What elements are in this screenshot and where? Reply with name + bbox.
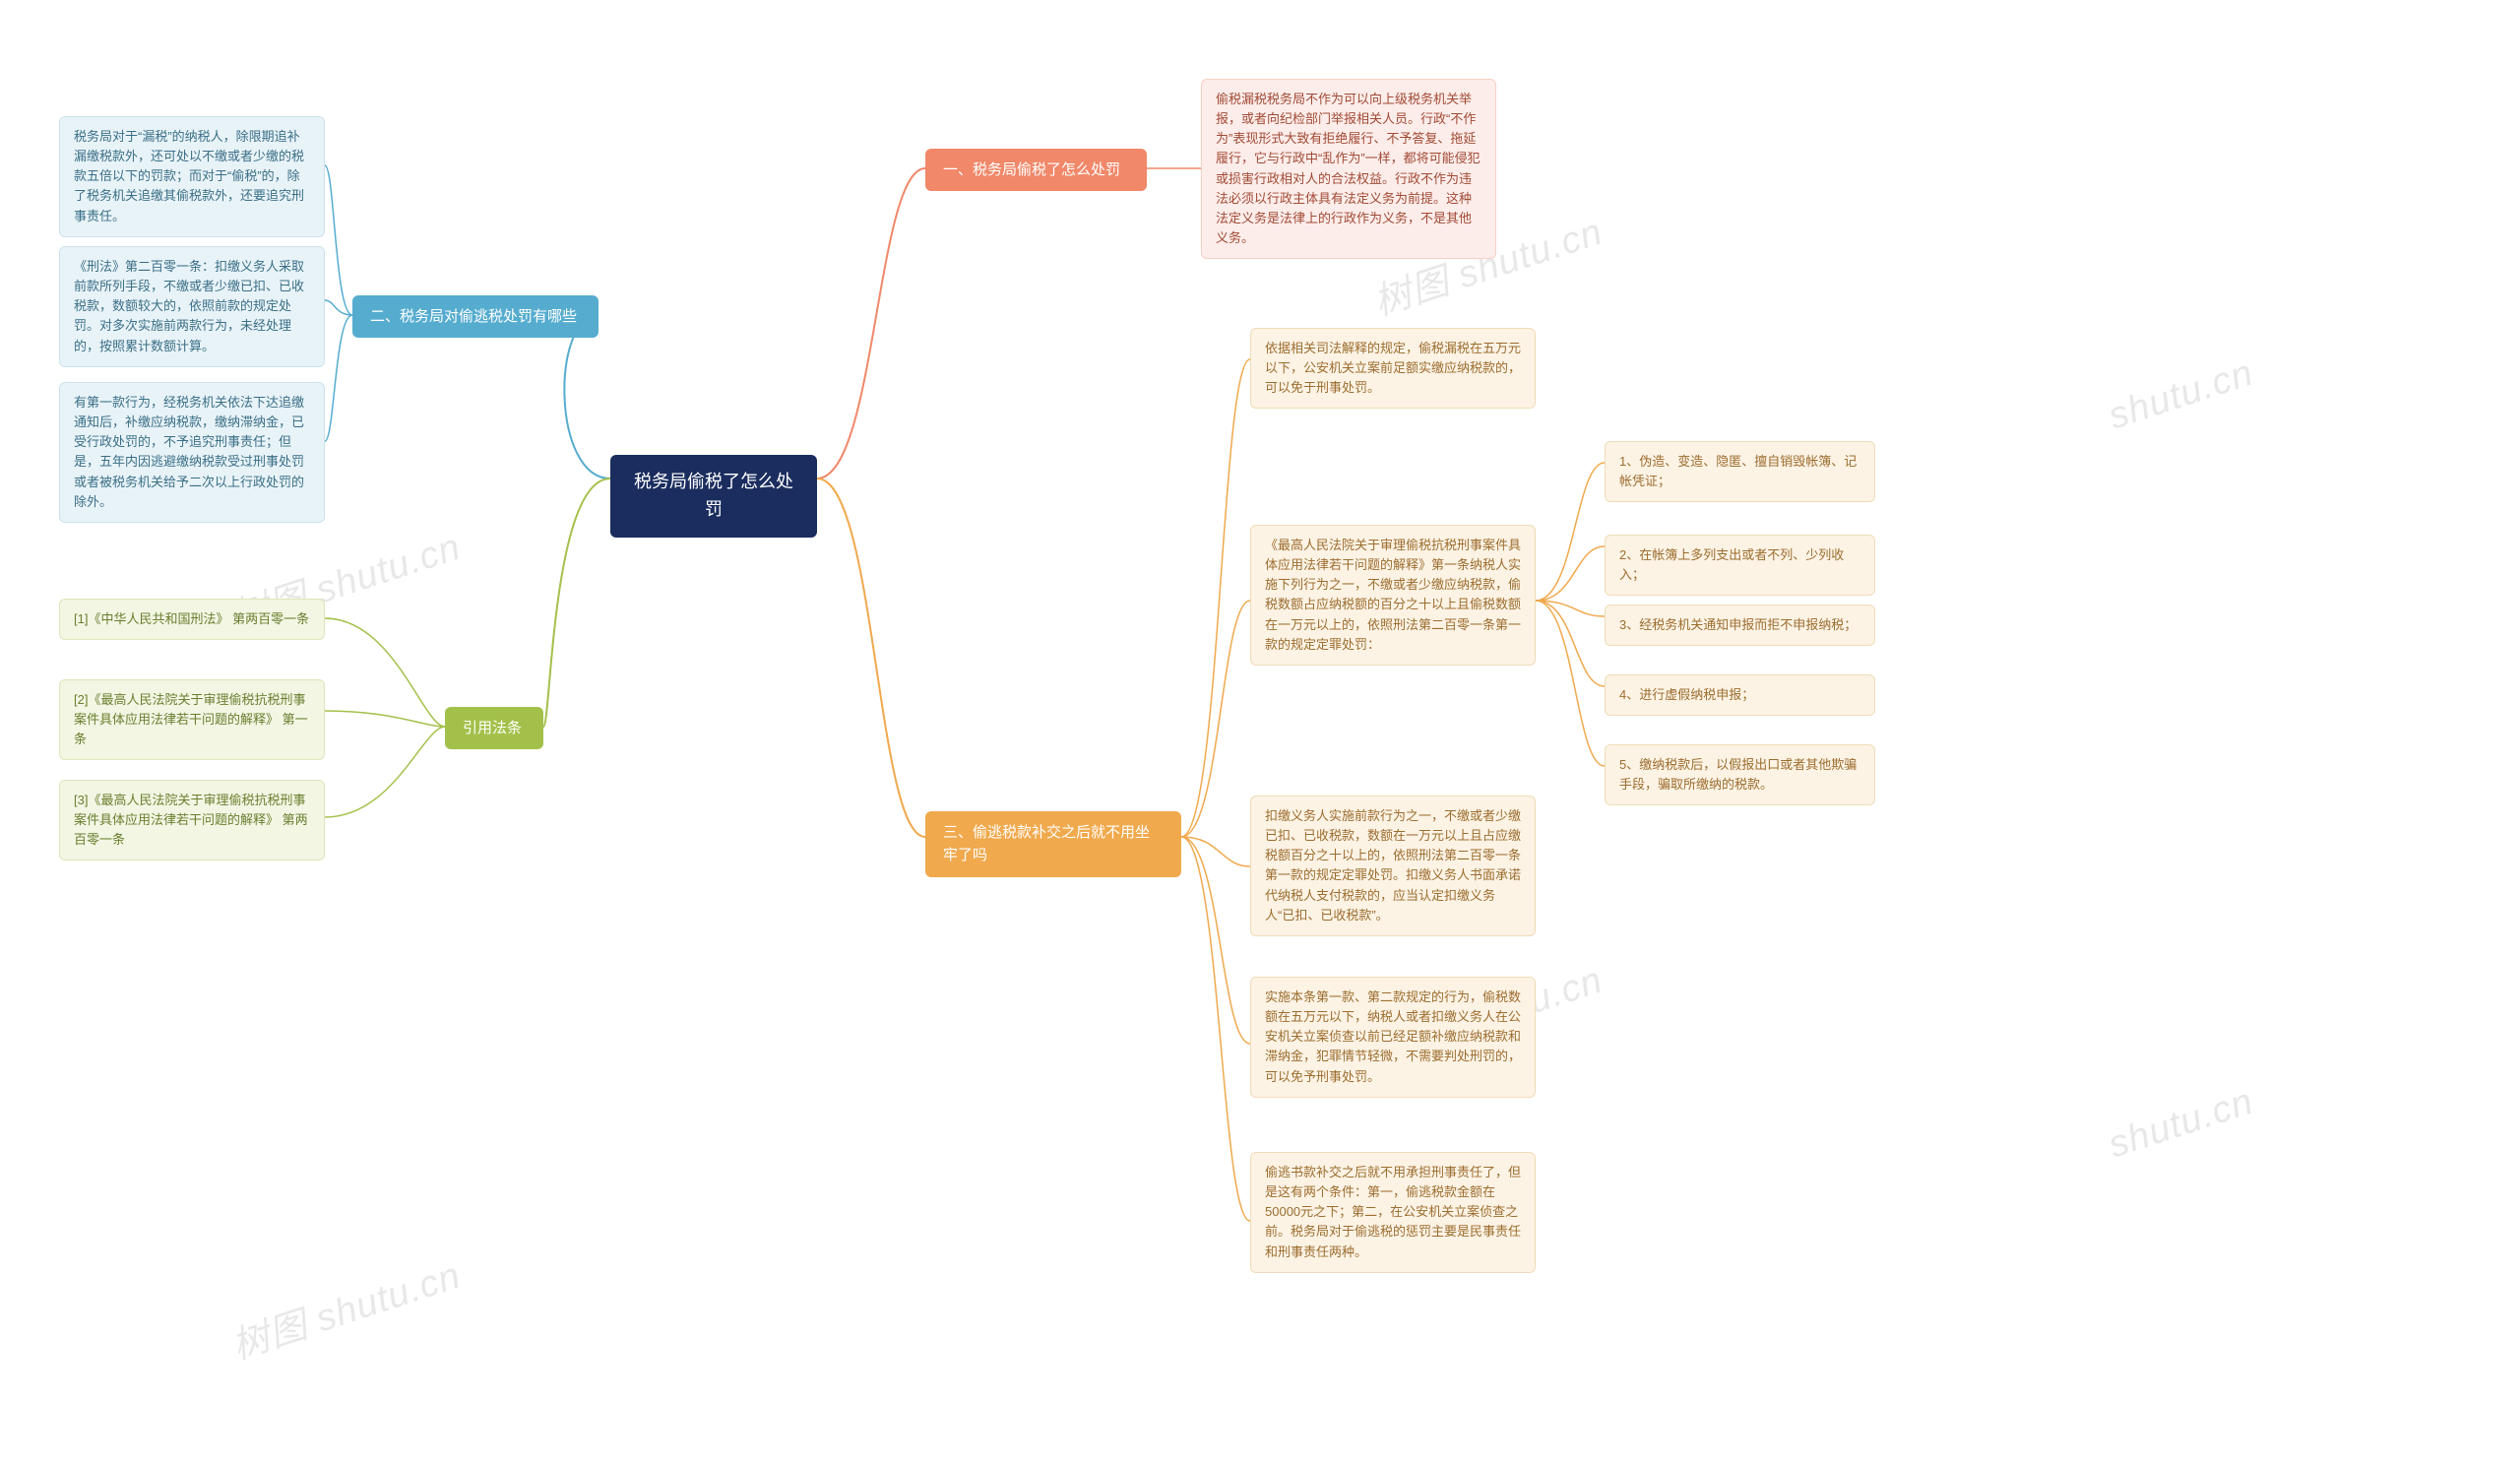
leaf-node: 2、在帐簿上多列支出或者不列、少列收入； (1605, 535, 1875, 596)
leaf-node: 5、缴纳税款后，以假报出口或者其他欺骗手段，骗取所缴纳的税款。 (1605, 744, 1875, 805)
leaf-node: 扣缴义务人实施前款行为之一，不缴或者少缴已扣、已收税款，数额在一万元以上且占应缴… (1250, 796, 1536, 936)
leaf-node: 实施本条第一款、第二款规定的行为，偷税数额在五万元以下，纳税人或者扣缴义务人在公… (1250, 977, 1536, 1098)
watermark: 树图 shutu.cn (223, 1244, 466, 1370)
branch-node-1[interactable]: 一、税务局偷税了怎么处罚 (925, 149, 1147, 191)
leaf-node: 《最高人民法院关于审理偷税抗税刑事案件具体应用法律若干问题的解释》第一条纳税人实… (1250, 525, 1536, 666)
branch-node-2[interactable]: 二、税务局对偷逃税处罚有哪些 (352, 295, 598, 338)
leaf-node: 1、伪造、变造、隐匿、擅自销毁帐簿、记帐凭证； (1605, 441, 1875, 502)
leaf-node: 依据相关司法解释的规定，偷税漏税在五万元以下，公安机关立案前足额实缴应纳税款的，… (1250, 328, 1536, 409)
watermark: shutu.cn (2104, 1081, 2259, 1168)
leaf-node: 3、经税务机关通知申报而拒不申报纳税； (1605, 605, 1875, 646)
watermark: shutu.cn (2104, 352, 2259, 439)
root-node[interactable]: 税务局偷税了怎么处罚 (610, 455, 817, 538)
leaf-node: 《刑法》第二百零一条：扣缴义务人采取前款所列手段，不缴或者少缴已扣、已收税款，数… (59, 246, 325, 367)
leaf-node: 税务局对于“漏税”的纳税人，除限期追补漏缴税款外，还可处以不缴或者少缴的税款五倍… (59, 116, 325, 237)
branch-node-3[interactable]: 三、偷逃税款补交之后就不用坐牢了吗 (925, 811, 1181, 877)
leaf-node: 有第一款行为，经税务机关依法下达追缴通知后，补缴应纳税款，缴纳滞纳金，已受行政处… (59, 382, 325, 523)
leaf-node: [3]《最高人民法院关于审理偷税抗税刑事案件具体应用法律若干问题的解释》 第两百… (59, 780, 325, 860)
leaf-node: [2]《最高人民法院关于审理偷税抗税刑事案件具体应用法律若干问题的解释》 第一条 (59, 679, 325, 760)
branch-node-4[interactable]: 引用法条 (445, 707, 543, 749)
leaf-node: 4、进行虚假纳税申报； (1605, 674, 1875, 716)
leaf-node: 偷逃书款补交之后就不用承担刑事责任了，但是这有两个条件：第一，偷逃税款金额在50… (1250, 1152, 1536, 1273)
leaf-node: [1]《中华人民共和国刑法》 第两百零一条 (59, 599, 325, 640)
leaf-node: 偷税漏税税务局不作为可以向上级税务机关举报，或者向纪检部门举报相关人员。行政“不… (1201, 79, 1496, 259)
